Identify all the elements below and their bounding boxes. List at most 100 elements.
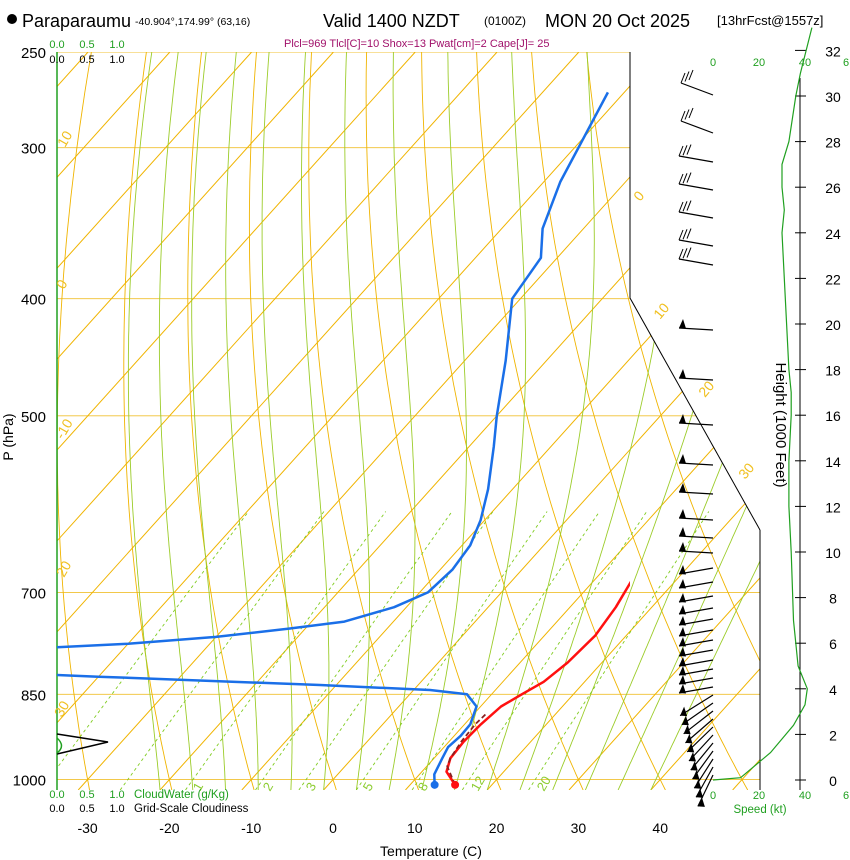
- wind-barb-pennant: [681, 715, 689, 726]
- wind-barb-pennant: [679, 657, 686, 667]
- wind-barb-pennant: [679, 666, 686, 676]
- mixing-ratio-line: [528, 511, 710, 790]
- wind-barb-feather: [682, 248, 688, 259]
- isotherm-line: [57, 52, 253, 790]
- isotherm-line: [323, 52, 760, 790]
- x-tick-label: -30: [77, 820, 97, 836]
- moist-adiabat-line: [225, 52, 259, 790]
- wind-barb-pennant: [685, 733, 693, 744]
- y-tick-label: 400: [21, 292, 46, 309]
- y-tick-label: 300: [21, 141, 46, 158]
- wind-barb: [679, 694, 714, 717]
- wind-barb: [678, 684, 714, 694]
- cloudwater-axis-title: CloudWater (g/Kg): [134, 789, 229, 801]
- wind-barb-feather: [684, 109, 690, 120]
- mixing-ratio-line: [185, 511, 387, 790]
- moist-adiabat-line: [421, 52, 467, 790]
- moist-adiabat-line: [486, 52, 595, 790]
- height-tick-label: 6: [829, 636, 837, 652]
- dry-adiabat-line: [421, 52, 584, 790]
- x-axis-title: Temperature (C): [380, 843, 482, 859]
- dry-adiabat-label: 0: [53, 277, 71, 292]
- isotherm-label: 0: [630, 188, 647, 204]
- height-tick-label: 18: [825, 363, 841, 379]
- wind-barb: [678, 666, 714, 676]
- wind-barb-shaft: [678, 239, 714, 247]
- sounding-traces: [56, 91, 630, 789]
- height-tick-label: 28: [825, 135, 841, 151]
- wind-barb: [688, 734, 714, 762]
- moist-adiabat-line: [344, 52, 370, 790]
- wind-barb: [693, 758, 714, 789]
- isotherm-label: 20: [695, 378, 717, 400]
- height-tick-label: 0: [829, 773, 837, 789]
- isotherm-label: 30: [735, 460, 757, 482]
- mixing-ratio-label: 12: [468, 773, 488, 793]
- wind-barb-feather: [688, 107, 694, 119]
- wind-barb: [678, 144, 714, 163]
- wind-barb-pennant: [679, 627, 686, 637]
- height-tick-label: 32: [825, 43, 841, 59]
- wind-barb: [678, 414, 714, 426]
- wind-barb-feather: [686, 144, 692, 155]
- height-tick-label: 16: [825, 408, 841, 424]
- moist-adiabat-line: [552, 52, 760, 790]
- height-axis-title: Height (1000 Feet): [772, 362, 789, 487]
- dewpoint-trace: [57, 91, 610, 785]
- isotherm-line: [57, 52, 171, 790]
- wind-barb-shaft: [678, 183, 714, 191]
- station-name: Paraparaumu: [22, 11, 131, 31]
- wind-barb-feather: [686, 172, 692, 183]
- height-tick-label: 14: [825, 454, 841, 470]
- wind-barb: [678, 200, 714, 219]
- wind-barb-feather: [680, 110, 686, 122]
- speed-tick-bottom: 20: [753, 790, 765, 802]
- x-tick-label: -20: [159, 820, 179, 836]
- cloudiness-tick-top: 0.5: [79, 54, 94, 66]
- wind-barb: [678, 454, 714, 466]
- isotherm-line: [486, 52, 760, 790]
- wind-barb-shaft: [678, 211, 714, 219]
- wind-barb-feather: [686, 200, 692, 211]
- dry-adiabat-line: [123, 52, 173, 790]
- cloudiness-tick-bottom: 0.5: [79, 803, 94, 815]
- height-tick-label: 2: [829, 727, 837, 743]
- sounding-params: Plcl=969 Tlcl[C]=10 Shox=13 Pwat[cm]=2 C…: [284, 38, 549, 50]
- wind-barb-feather: [682, 145, 688, 156]
- wind-barb-pennant: [692, 770, 700, 780]
- height-tick-label: 12: [825, 499, 841, 515]
- grid-clipped: [57, 52, 760, 790]
- wind-barb-feather: [684, 71, 690, 82]
- chart-header: Paraparaumu -40.904°,174.99° (63,16) Val…: [7, 11, 823, 50]
- wind-barb: [697, 774, 714, 807]
- wind-barb-feather: [682, 201, 688, 212]
- isotherm-line: [159, 52, 760, 790]
- x-tick-label: 20: [489, 820, 505, 836]
- wind-barb-pennant: [687, 742, 695, 753]
- moist-adiabat-line: [158, 52, 194, 790]
- moist-adiabat-line: [388, 52, 416, 790]
- speed-axis-title: Speed (kt): [733, 804, 786, 816]
- wind-barb-pennant: [679, 675, 686, 685]
- dry-adiabat-line: [475, 52, 666, 790]
- wind-barb-pennant: [679, 616, 686, 626]
- wind-barb: [680, 107, 714, 134]
- cloudiness-axis-title: Grid-Scale Cloudiness: [134, 803, 249, 815]
- wind-barb: [678, 593, 714, 603]
- wind-barb-pennant: [679, 414, 686, 424]
- trace-clip: [57, 91, 630, 786]
- wind-barb-feather: [678, 201, 684, 213]
- mixing-ratio-line: [119, 511, 325, 790]
- cloudwater-tick-top: 0.0: [49, 39, 64, 51]
- y-tick-label: 850: [21, 687, 46, 704]
- wind-barb: [678, 228, 714, 247]
- height-tick-label: 8: [829, 591, 837, 607]
- forecast-label: [13hrFcst@1557z]: [717, 13, 823, 28]
- moist-adiabat-line: [261, 52, 293, 790]
- wind-barb: [681, 702, 714, 726]
- speed-tick-bottom: 0: [710, 790, 716, 802]
- height-tick-label: 22: [825, 271, 841, 287]
- wind-barb-pennant: [679, 684, 686, 694]
- isotherm-label: 10: [650, 300, 672, 322]
